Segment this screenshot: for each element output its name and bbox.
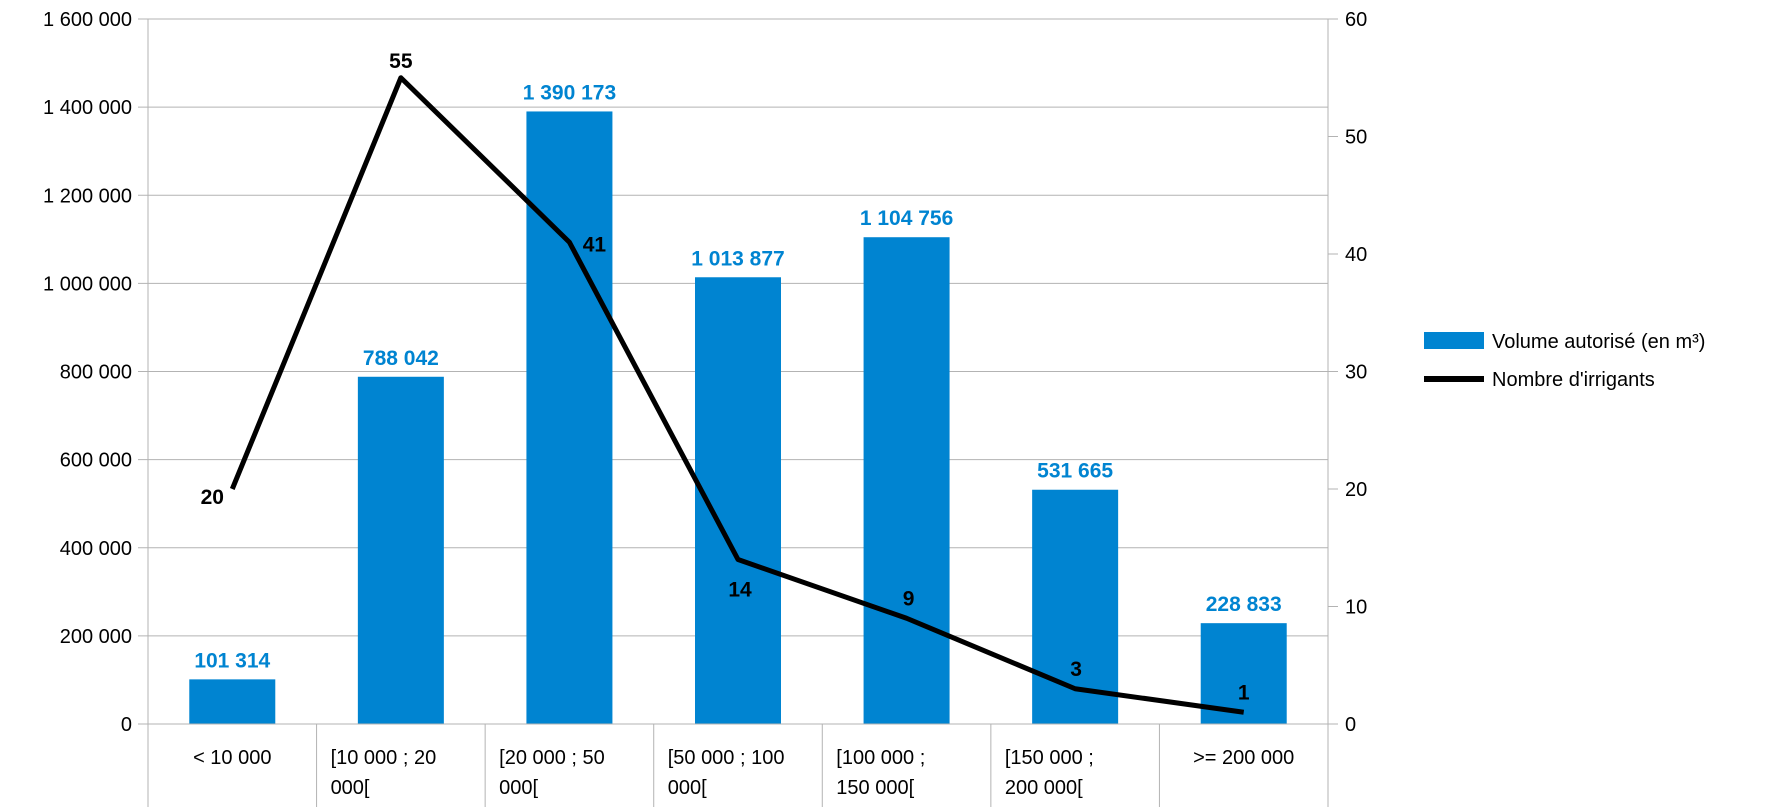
x-category-label-3: [50 000 ; 100 000[ <box>668 747 785 799</box>
y-left-tick-label-3: 600 000 <box>60 450 132 472</box>
y-right-tick-label-4: 40 <box>1345 244 1367 266</box>
line-value-label-0: 20 <box>201 486 224 509</box>
bar-4 <box>863 237 950 724</box>
line-value-label-5: 3 <box>1070 658 1082 681</box>
y-right-tick-label-5: 50 <box>1345 127 1367 149</box>
x-category-label-6: >= 200 000 <box>1193 747 1294 769</box>
x-category-label-4: [100 000 ; 150 000[ <box>836 747 925 799</box>
y-right-tick-label-1: 10 <box>1345 597 1367 619</box>
bar-series-volume <box>189 111 1287 725</box>
x-category-label-5: [150 000 ; 200 000[ <box>1005 747 1094 799</box>
x-category-label-1: [10 000 ; 20 000[ <box>331 747 437 799</box>
irrigants-line <box>229 75 1245 715</box>
y-left-tick-label-2: 400 000 <box>60 538 132 560</box>
y-left-tick-label-6: 1 200 000 <box>43 185 132 207</box>
y-right-tick-label-2: 20 <box>1345 479 1367 501</box>
y-right-tick-label-3: 30 <box>1345 362 1367 384</box>
bar-5 <box>1032 489 1119 724</box>
y-left-tick-label-7: 1 400 000 <box>43 97 132 119</box>
y-right-tick-label-6: 60 <box>1345 9 1367 31</box>
bar-value-label-2: 1 390 173 <box>523 81 616 104</box>
y-left-tick-label-5: 1 000 000 <box>43 273 132 295</box>
bar-value-label-3: 1 013 877 <box>691 247 784 270</box>
legend-label-irrigants: Nombre d'irrigants <box>1492 369 1655 391</box>
line-value-label-6: 1 <box>1238 681 1250 704</box>
bar-1 <box>357 376 444 724</box>
legend-swatch-volume <box>1424 332 1484 349</box>
y-left-tick-label-4: 800 000 <box>60 362 132 384</box>
axes: 0 200 000 400 000 600 000 800 000 1 000 000 1 … <box>43 9 1367 807</box>
bar-value-label-4: 1 104 756 <box>860 207 953 230</box>
x-category-label-0: < 10 000 <box>193 747 271 769</box>
bar-value-label-5: 531 665 <box>1037 460 1113 483</box>
bar-2 <box>526 111 613 725</box>
line-value-label-2: 41 <box>583 233 607 256</box>
line-value-label-1: 55 <box>389 50 413 73</box>
line-value-label-4: 9 <box>903 587 915 610</box>
y-right-tick-label-0: 0 <box>1345 714 1356 736</box>
data-labels: 101 314 788 042 1 390 173 1 013 877 1 104 75… <box>194 50 1281 705</box>
y-left-tick-label-8: 1 600 000 <box>43 9 132 31</box>
legend-label-volume: Volume autorisé (en m³) <box>1492 331 1705 353</box>
bar-value-label-6: 228 833 <box>1206 593 1282 616</box>
y-left-tick-label-0: 0 <box>121 714 132 736</box>
x-category-label-2: [20 000 ; 50 000[ <box>499 747 605 799</box>
line-value-label-3: 14 <box>728 579 752 602</box>
legend: Volume autorisé (en m³) Nombre d'irrigan… <box>1424 331 1705 391</box>
bar-value-label-1: 788 042 <box>363 347 439 370</box>
line-series-irrigants <box>229 75 1245 715</box>
y-left-tick-label-1: 200 000 <box>60 626 132 648</box>
bar-0 <box>189 679 276 724</box>
bar-value-label-0: 101 314 <box>194 649 270 672</box>
